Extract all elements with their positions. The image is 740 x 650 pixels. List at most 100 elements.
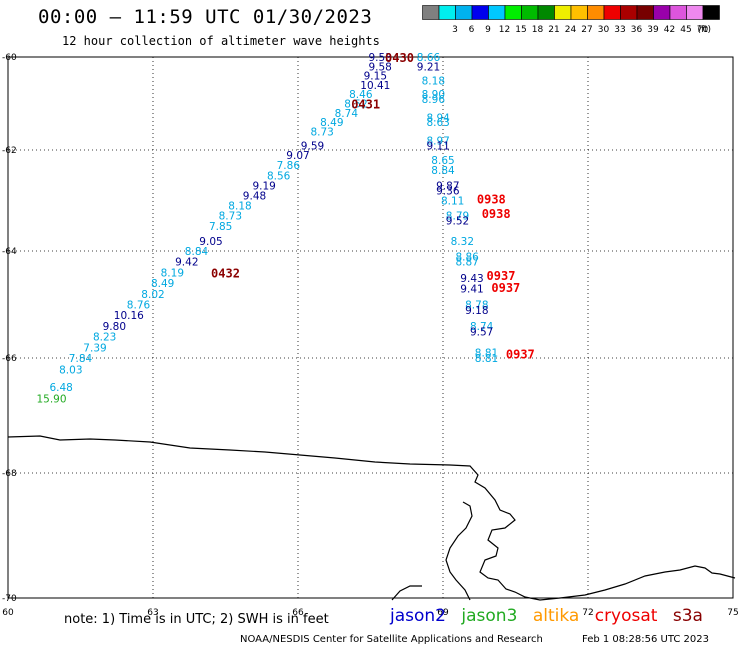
pass-time-label: 0432: [211, 266, 240, 280]
pass-time-label: 0937: [487, 269, 516, 283]
wave-height-value: 9.80: [103, 321, 126, 333]
legend-swatch: [702, 5, 720, 20]
wave-height-value: 8.81: [475, 353, 498, 365]
wave-height-value: 9.59: [301, 140, 324, 152]
lon-tick-label: 75: [727, 608, 738, 618]
wave-height-value: 8.84: [185, 246, 209, 258]
wave-height-value: 8.97: [426, 136, 449, 148]
legend-tick-label: 21: [548, 25, 559, 35]
satellite-altika: altika: [532, 606, 580, 626]
legend-tick-label: 15: [515, 25, 526, 35]
satellite-s3a: s3a: [672, 606, 703, 626]
wave-height-value: 8.90: [422, 89, 445, 101]
wave-height-value: 8.63: [426, 117, 449, 129]
page-title: 00:00 – 11:59 UTC 01/30/2023: [38, 6, 373, 28]
wave-height-color-legend: 3 6 9 12 15 18 21 24 27 30 33 36 39 42 45 70(ft): [422, 5, 720, 35]
wave-height-value: 7.86: [277, 160, 301, 172]
legend-tick-label: 24: [565, 25, 577, 35]
wave-height-value: 8.11: [441, 196, 464, 208]
legend-tick-label: 18: [532, 25, 544, 35]
wave-height-value: 9.53: [368, 52, 391, 64]
wave-height-value: 8.66: [417, 52, 441, 64]
coastline-inlet: [391, 585, 422, 601]
legend-tick-label: 27: [581, 25, 592, 35]
wave-height-value: 8.49: [151, 278, 174, 290]
satellite-legend: jason2 jason3 altika cryosat s3a: [390, 606, 713, 626]
wave-height-value: 8.86: [455, 251, 479, 263]
wave-height-value: 7.85: [209, 221, 232, 233]
wave-height-value: 9.15: [364, 71, 387, 83]
credit-line: NOAA/NESDIS Center for Satellite Applica…: [240, 634, 543, 645]
wave-height-value: 9.42: [175, 257, 198, 269]
legend-tick-label: 42: [664, 25, 675, 35]
lon-tick-label: 72: [582, 608, 593, 618]
legend-tick-label: 70: [697, 25, 709, 35]
satellite-cryosat: cryosat: [594, 606, 658, 626]
lat-tick-label: -68: [2, 469, 17, 479]
wave-height-value: 9.43: [460, 273, 483, 285]
pass-time-label: 0937: [506, 348, 535, 362]
wave-height-value: 15.90: [36, 393, 66, 405]
pass-time-label: 0938: [477, 192, 506, 206]
lat-tick-label: -66: [2, 354, 17, 364]
wave-height-value: 9.48: [243, 190, 266, 202]
wave-height-value: 8.56: [267, 170, 291, 182]
wave-height-value: 10.16: [114, 310, 144, 322]
wave-height-value: 8.32: [451, 236, 474, 248]
legend-unit: (ft): [697, 25, 711, 35]
pass-time-label: 0938: [482, 207, 511, 221]
wave-height-value: 8.46: [349, 89, 373, 101]
wave-height-value: 9.58: [368, 61, 391, 73]
wave-height-value: 8.79: [446, 211, 469, 223]
wave-height-value: 7.84: [69, 353, 93, 365]
wave-height-value: 9.07: [286, 150, 309, 162]
pass-time-label: 0937: [491, 281, 520, 295]
antarctic-coastline: [7, 435, 736, 601]
coastline-island: [445, 501, 473, 601]
legend-tick-label: 39: [647, 25, 659, 35]
lon-tick-label: 69: [437, 608, 449, 618]
wave-height-value: 9.18: [465, 305, 488, 317]
legend-tick-label: 3: [452, 25, 458, 35]
wave-height-value: 9.36: [436, 185, 460, 197]
wave-height-value: 8.49: [320, 117, 343, 129]
wave-height-value: 8.81: [475, 348, 498, 360]
wave-height-value: 8.19: [161, 267, 184, 279]
wave-height-value: 8.76: [127, 300, 151, 312]
legend-tick-label: 33: [614, 25, 625, 35]
wave-height-value: 8.65: [431, 155, 454, 167]
wave-height-value: 8.84: [431, 165, 455, 177]
wave-height-value: 9.57: [470, 326, 493, 338]
page-subtitle: 12 hour collection of altimeter wave hei…: [62, 34, 380, 48]
map-frame: [7, 56, 734, 599]
legend-tick-label: 6: [469, 25, 475, 35]
lon-tick-label: 66: [292, 608, 304, 618]
wave-height-value: 8.73: [219, 211, 242, 223]
pass-time-label: 0431: [351, 98, 380, 112]
wave-height-value: 8.02: [141, 289, 164, 301]
wave-height-value: 8.73: [310, 126, 333, 138]
wave-height-value: 8.03: [59, 365, 82, 377]
wave-height-value: 9.05: [199, 236, 222, 248]
wave-height-value: 9.41: [460, 283, 483, 295]
wave-height-value: 9.21: [417, 61, 440, 73]
wave-height-value: 9.87: [436, 180, 459, 192]
lon-tick-label: 63: [147, 608, 158, 618]
legend-tick-label: 36: [631, 25, 643, 35]
generated-timestamp: Feb 1 08:28:56 UTC 2023: [582, 634, 709, 645]
lat-tick-label: -64: [2, 247, 17, 257]
pass-time-label: 0430: [385, 51, 414, 65]
wave-height-value: 8.23: [93, 332, 116, 344]
lat-tick-label: -70: [2, 594, 17, 604]
wave-height-value: 7.39: [83, 342, 106, 354]
wave-height-value: 9.19: [252, 180, 275, 192]
lat-tick-label: -62: [2, 146, 17, 156]
coastline: [7, 435, 736, 601]
wave-height-value: 6.48: [49, 382, 72, 394]
legend-tick-label: 30: [598, 25, 610, 35]
legend-tick-label: 45: [680, 25, 691, 35]
satellite-jason3: jason3: [461, 606, 518, 626]
wave-height-value: 8.52: [344, 99, 367, 111]
